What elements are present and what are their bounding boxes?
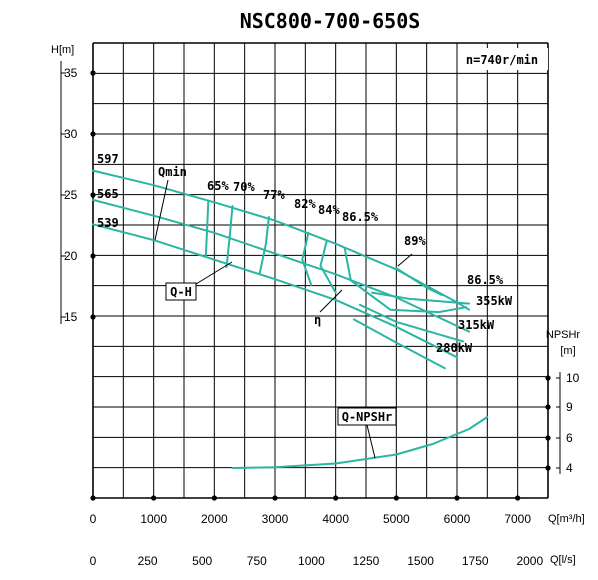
head-curve-597 (92, 169, 471, 311)
qh-label-box (165, 282, 197, 301)
head-curve-565 (92, 198, 471, 333)
head-curve-label: 539 (97, 216, 119, 230)
flow-ls-tick-label: 250 (138, 554, 158, 568)
efficiency-label: 82% (294, 197, 316, 211)
npshr-label: Q-NPSHr (342, 410, 393, 424)
qh-label: Q-H (170, 285, 192, 299)
flow-m3h-tick-label: 1000 (140, 512, 167, 526)
flow-m3h-tick-label: 3000 (262, 512, 289, 526)
efficiency-label: 86.5% (342, 210, 379, 224)
npshr-curve (231, 416, 489, 469)
efficiency-contour (258, 216, 270, 275)
qmin-label: Qmin (158, 165, 187, 179)
flow-m3h-axis-title: Q[m³/h] (548, 513, 585, 525)
chart-title: NSC800-700-650S (240, 9, 421, 33)
efficiency-label: 84% (318, 203, 340, 217)
flow-tick-dot (333, 495, 339, 501)
head-tick-label: 25 (64, 188, 78, 202)
efficiency-contour (319, 240, 337, 294)
head-tick-dot (90, 70, 96, 76)
power-curve (371, 291, 471, 305)
flow-ls-tick-label: 500 (192, 554, 212, 568)
efficiency-label: 89% (404, 234, 426, 248)
flow-m3h-tick-label: 7000 (504, 512, 531, 526)
flow-tick-dot (272, 495, 278, 501)
power-label: 280kW (436, 341, 473, 355)
flow-tick-dot (211, 495, 217, 501)
npshr-leader (366, 424, 376, 459)
head-curve-label: 565 (97, 187, 119, 201)
power-label: 355kW (476, 294, 513, 308)
flow-ls-tick-label: 750 (247, 554, 267, 568)
power-curve (358, 303, 465, 343)
efficiency-contour (343, 247, 468, 314)
efficiency-label-end: 86.5% (467, 273, 504, 287)
speed-box (458, 48, 548, 70)
efficiency-contour (204, 200, 210, 257)
flow-m3h-tick-label: 0 (90, 512, 97, 526)
head-tick-label: 30 (64, 127, 78, 141)
qh-leader (195, 261, 233, 285)
flow-ls-tick-label: 1500 (407, 554, 434, 568)
head-curve-539 (92, 223, 458, 359)
eta-leader (319, 289, 343, 313)
flow-tick-dot (151, 495, 157, 501)
head-tick-label: 15 (64, 310, 78, 324)
head-tick-dot (90, 253, 96, 259)
head-tick-dot (90, 131, 96, 137)
flow-m3h-tick-label: 2000 (201, 512, 228, 526)
npsh-tick-dot (545, 465, 551, 471)
npsh-tick-dot (545, 435, 551, 441)
flow-m3h-tick-label: 5000 (383, 512, 410, 526)
npsh-axis-title: NPSHr (546, 329, 581, 341)
head-axis-title: H[m] (51, 44, 74, 56)
speed-label: n=740r/min (466, 53, 538, 67)
chart-grid (92, 42, 549, 499)
npsh-tick-label: 6 (566, 431, 573, 445)
efficiency-label: 65% (207, 179, 229, 193)
qmin-leader (154, 179, 169, 241)
flow-tick-dot (454, 495, 460, 501)
flow-ls-tick-label: 1750 (462, 554, 489, 568)
npsh-tick-dot (545, 404, 551, 410)
efficiency-label: 70% (233, 180, 255, 194)
head-tick-label: 20 (64, 249, 78, 263)
flow-ls-tick-label: 1000 (298, 554, 325, 568)
flow-tick-dot (90, 495, 96, 501)
flow-ls-tick-label: 2000 (516, 554, 543, 568)
efficiency-contour (225, 205, 234, 268)
flow-ls-tick-label: 1250 (353, 554, 380, 568)
npsh-tick-label: 9 (566, 400, 573, 414)
flow-ls-axis-title: Q[l/s] (550, 554, 576, 566)
eta-label: η (314, 313, 321, 327)
flow-m3h-tick-label: 4000 (322, 512, 349, 526)
head-tick-label: 35 (64, 66, 78, 80)
efficiency-label: 77% (263, 188, 285, 202)
npsh-tick-label: 10 (566, 371, 580, 385)
power-curve (352, 318, 446, 370)
flow-m3h-tick-label: 6000 (444, 512, 471, 526)
flow-tick-dot (393, 495, 399, 501)
power-label: 315kW (458, 318, 495, 332)
npsh-tick-dot (545, 375, 551, 381)
flow-ls-tick-label: 0 (90, 554, 97, 568)
chart-curves (92, 169, 489, 469)
npsh-tick-label: 4 (566, 461, 573, 475)
flow-tick-dot (515, 495, 521, 501)
head-curve-label: 597 (97, 152, 119, 166)
npsh-axis-unit: [m] (560, 345, 575, 357)
head-tick-dot (90, 314, 96, 320)
head-tick-dot (90, 192, 96, 198)
efficiency-contour (301, 231, 313, 287)
efficiency-contour (395, 267, 443, 296)
eff89-leader (397, 253, 413, 267)
